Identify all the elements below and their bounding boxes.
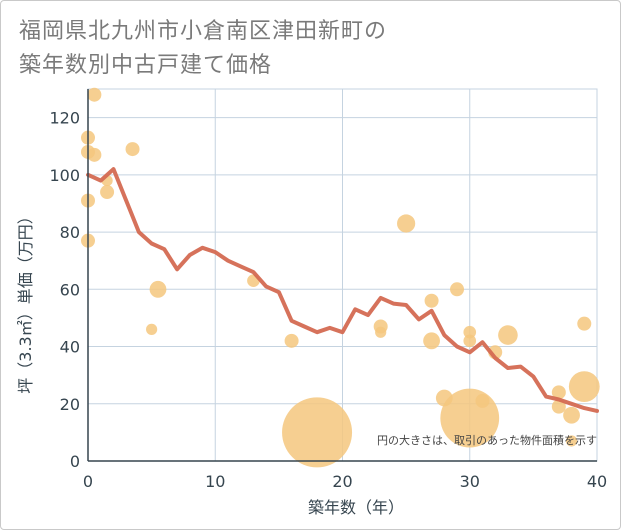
data-bubble	[475, 393, 490, 408]
y-tick-label: 100	[49, 166, 80, 185]
data-bubble	[282, 397, 353, 468]
y-tick-label: 120	[49, 109, 80, 128]
axis-layer: 0 20 40 60 80 100 120 0 10 20 30 40	[49, 89, 607, 491]
y-tick-label: 0	[70, 452, 80, 471]
x-tick-label: 30	[460, 472, 480, 491]
data-bubble	[87, 87, 102, 102]
x-tick-label: 20	[332, 472, 352, 491]
data-bubble	[565, 435, 578, 447]
trend-line-layer	[86, 167, 599, 413]
data-bubble	[87, 147, 102, 162]
data-bubble	[577, 316, 592, 331]
data-bubble	[463, 334, 477, 348]
y-tick-label: 20	[60, 395, 80, 414]
data-bubble	[375, 326, 387, 338]
x-tick-label: 40	[587, 472, 607, 491]
size-annotation: 円の大きさは、取引のあった物件面積を示す	[377, 433, 597, 447]
x-tick-label: 10	[205, 472, 225, 491]
data-bubble	[397, 214, 416, 233]
data-bubble	[551, 385, 566, 400]
y-axis-label: 坪（3.3㎡）単価（万円）	[16, 208, 35, 393]
data-bubble	[450, 282, 465, 297]
y-tick-label: 40	[60, 338, 80, 357]
data-bubble	[284, 333, 299, 348]
chart-title-line-1: 福岡県北九州市小倉南区津田新町の	[19, 19, 388, 44]
x-axis-label: 築年数（年）	[308, 498, 404, 517]
data-bubble	[146, 323, 158, 335]
average-price-line	[86, 167, 599, 413]
data-bubble	[498, 325, 518, 345]
bubble-layer	[81, 87, 600, 468]
data-bubble	[563, 406, 580, 424]
chart-title-line-2: 築年数別中古戸建て価格	[19, 53, 273, 78]
data-bubble	[424, 293, 439, 308]
x-tick-label: 0	[83, 472, 93, 491]
data-bubble	[551, 399, 566, 414]
y-tick-label: 80	[60, 223, 80, 242]
chart-title: 福岡県北九州市小倉南区津田新町の 築年数別中古戸建て価格	[19, 15, 579, 83]
data-bubble	[100, 185, 115, 200]
grid-layer	[87, 88, 598, 462]
data-bubble	[568, 371, 600, 402]
y-tick-label: 60	[60, 280, 80, 299]
data-bubble	[125, 142, 140, 157]
data-bubble	[149, 280, 167, 298]
data-bubble	[423, 332, 440, 350]
